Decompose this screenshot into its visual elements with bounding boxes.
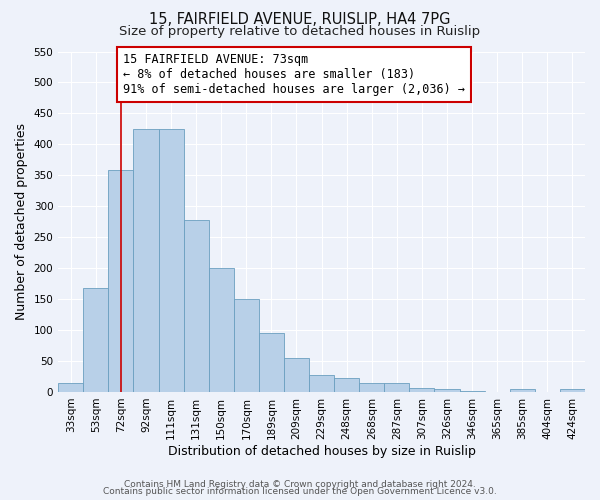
Bar [560,389,585,392]
Bar [234,299,259,392]
Bar [83,288,109,392]
Text: Contains HM Land Registry data © Crown copyright and database right 2024.: Contains HM Land Registry data © Crown c… [124,480,476,489]
Bar [385,384,409,392]
Text: Contains public sector information licensed under the Open Government Licence v3: Contains public sector information licen… [103,488,497,496]
Text: 15, FAIRFIELD AVENUE, RUISLIP, HA4 7PG: 15, FAIRFIELD AVENUE, RUISLIP, HA4 7PG [149,12,451,28]
X-axis label: Distribution of detached houses by size in Ruislip: Distribution of detached houses by size … [167,444,476,458]
Bar [259,332,284,392]
Bar [133,129,158,392]
Bar [284,358,309,392]
Bar [309,374,334,392]
Y-axis label: Number of detached properties: Number of detached properties [15,123,28,320]
Bar [184,220,209,392]
Bar [359,382,385,392]
Text: 15 FAIRFIELD AVENUE: 73sqm
← 8% of detached houses are smaller (183)
91% of semi: 15 FAIRFIELD AVENUE: 73sqm ← 8% of detac… [124,52,466,96]
Bar [58,382,83,392]
Bar [434,389,460,392]
Bar [158,129,184,392]
Bar [510,389,535,392]
Bar [409,388,434,392]
Text: Size of property relative to detached houses in Ruislip: Size of property relative to detached ho… [119,25,481,38]
Bar [109,170,133,392]
Bar [334,378,359,392]
Bar [209,268,234,392]
Bar [460,390,485,392]
